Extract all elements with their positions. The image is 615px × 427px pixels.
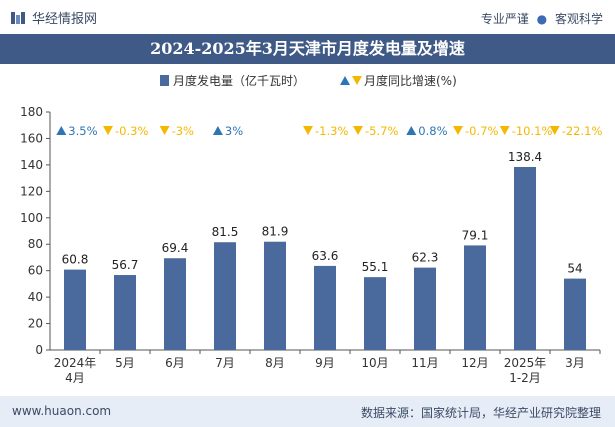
- bar: [114, 275, 136, 350]
- growth-up-triangle-icon: [212, 126, 223, 135]
- footer-website: www.huaon.com: [12, 404, 112, 418]
- legend-growth-label: 月度同比增速(%): [364, 73, 457, 88]
- y-tick-label: 120: [20, 184, 43, 198]
- y-tick-label: 80: [28, 237, 43, 251]
- bar-value-label: 62.3: [412, 251, 439, 265]
- legend: 月度发电量（亿千瓦时） 月度同比增速(%): [160, 73, 457, 88]
- x-tick-label: 10月: [361, 356, 388, 370]
- growth-up-triangle-icon: [56, 126, 67, 135]
- x-tick-label: 9月: [315, 356, 335, 370]
- y-tick-label: 20: [28, 317, 43, 331]
- y-tick-label: 100: [20, 211, 43, 225]
- bar: [314, 265, 336, 350]
- legend-down-triangle-icon: [352, 76, 362, 85]
- title-bar: 2024-2025年3月天津市月度发电量及增速: [0, 34, 615, 64]
- growth-labels: 3.5% -0.3% -3% 3% -1.3% -5.7% 0.8% -0.7% -10.1% -…: [56, 124, 602, 138]
- bar-value-label: 69.4: [162, 241, 189, 255]
- bar-value-label: 81.5: [212, 225, 239, 239]
- brand: 华经情报网: [10, 8, 97, 27]
- bar-value-label: 138.4: [508, 150, 542, 164]
- growth-label: 0.8%: [418, 124, 447, 138]
- bar: [264, 241, 286, 350]
- huajing-logo-icon: [11, 11, 25, 24]
- bar: [64, 269, 86, 350]
- y-tick-label: 180: [20, 105, 43, 119]
- bar-chart: 月度发电量（亿千瓦时） 月度同比增速(%) 0 20 40 60 80 100 120 140…: [20, 73, 602, 385]
- growth-label: -10.1%: [512, 124, 553, 138]
- bar: [464, 245, 486, 350]
- x-tick-label: 3月: [565, 356, 585, 370]
- legend-up-triangle-icon: [340, 76, 350, 85]
- growth-down-triangle-icon: [453, 126, 463, 135]
- growth-down-triangle-icon: [353, 126, 363, 135]
- x-tick-label: 12月: [461, 356, 488, 370]
- growth-down-triangle-icon: [159, 126, 170, 135]
- x-tick-label: 2024年 4月: [54, 356, 97, 385]
- y-tick-label: 140: [20, 158, 43, 172]
- growth-down-triangle-icon: [103, 126, 113, 135]
- growth-label: -5.7%: [365, 124, 398, 138]
- growth-down-triangle-icon: [303, 126, 313, 135]
- x-tick-label: 8月: [265, 356, 285, 370]
- growth-label: 3.5%: [68, 124, 97, 138]
- slogan-right: 客观科学: [554, 12, 603, 26]
- growth-label: -0.7%: [465, 124, 498, 138]
- slogan-left: 专业严谨: [480, 12, 529, 26]
- bar: [414, 267, 436, 350]
- growth-label: -22.1%: [562, 124, 603, 138]
- footer: www.huaon.com 数据来源：国家统计局，华经产业研究院整理: [0, 396, 615, 427]
- top-bar: 华经情报网 专业严谨 ● 客观科学: [0, 0, 615, 34]
- bar: [514, 167, 536, 350]
- slogan: 专业严谨 ● 客观科学: [481, 10, 603, 27]
- bar-value-label: 56.7: [112, 258, 139, 272]
- bar-value-label: 54: [567, 262, 582, 276]
- brand-name: 华经情报网: [32, 12, 98, 27]
- growth-label: -0.3%: [115, 124, 148, 138]
- growth-label: 3%: [225, 124, 243, 138]
- growth-label: -1.3%: [315, 124, 348, 138]
- x-tick-label: 5月: [115, 356, 135, 370]
- growth-up-triangle-icon: [406, 126, 417, 135]
- bar-value-label: 55.1: [362, 260, 389, 274]
- bars: 60.8 56.7 69.4 81.5 81.9 63.6 55.1 62.3 79.1 138.…: [62, 150, 586, 350]
- growth-down-triangle-icon: [499, 126, 510, 135]
- legend-bar-label: 月度发电量（亿千瓦时）: [173, 73, 305, 88]
- y-tick-label: 160: [20, 131, 43, 145]
- y-tick-label: 60: [28, 264, 43, 278]
- axes: 0 20 40 60 80 100 120 140 160 180 2024年 4月 5月 6月 7月 8月 9…: [20, 105, 601, 385]
- bar-value-label: 63.6: [312, 249, 339, 263]
- growth-label: -3%: [172, 124, 194, 138]
- bar: [214, 242, 236, 350]
- x-tick-label: 2025年 1-2月: [504, 356, 547, 385]
- bar-value-label: 60.8: [62, 253, 89, 267]
- legend-bar-swatch: [160, 75, 169, 86]
- bar: [364, 277, 386, 350]
- y-tick-label: 40: [28, 290, 43, 304]
- growth-down-triangle-icon: [549, 126, 560, 135]
- x-tick-label: 6月: [165, 356, 185, 370]
- bar-value-label: 79.1: [462, 228, 489, 242]
- slogan-separator: ●: [536, 12, 548, 26]
- x-tick-label: 7月: [215, 356, 235, 370]
- y-tick-label: 0: [35, 343, 43, 357]
- bar: [564, 278, 586, 350]
- bar: [164, 258, 186, 350]
- chart-title: 2024-2025年3月天津市月度发电量及增速: [150, 39, 465, 58]
- footer-source: 数据来源：国家统计局，华经产业研究院整理: [360, 406, 601, 420]
- bar-value-label: 81.9: [262, 225, 289, 239]
- x-tick-label: 11月: [411, 356, 438, 370]
